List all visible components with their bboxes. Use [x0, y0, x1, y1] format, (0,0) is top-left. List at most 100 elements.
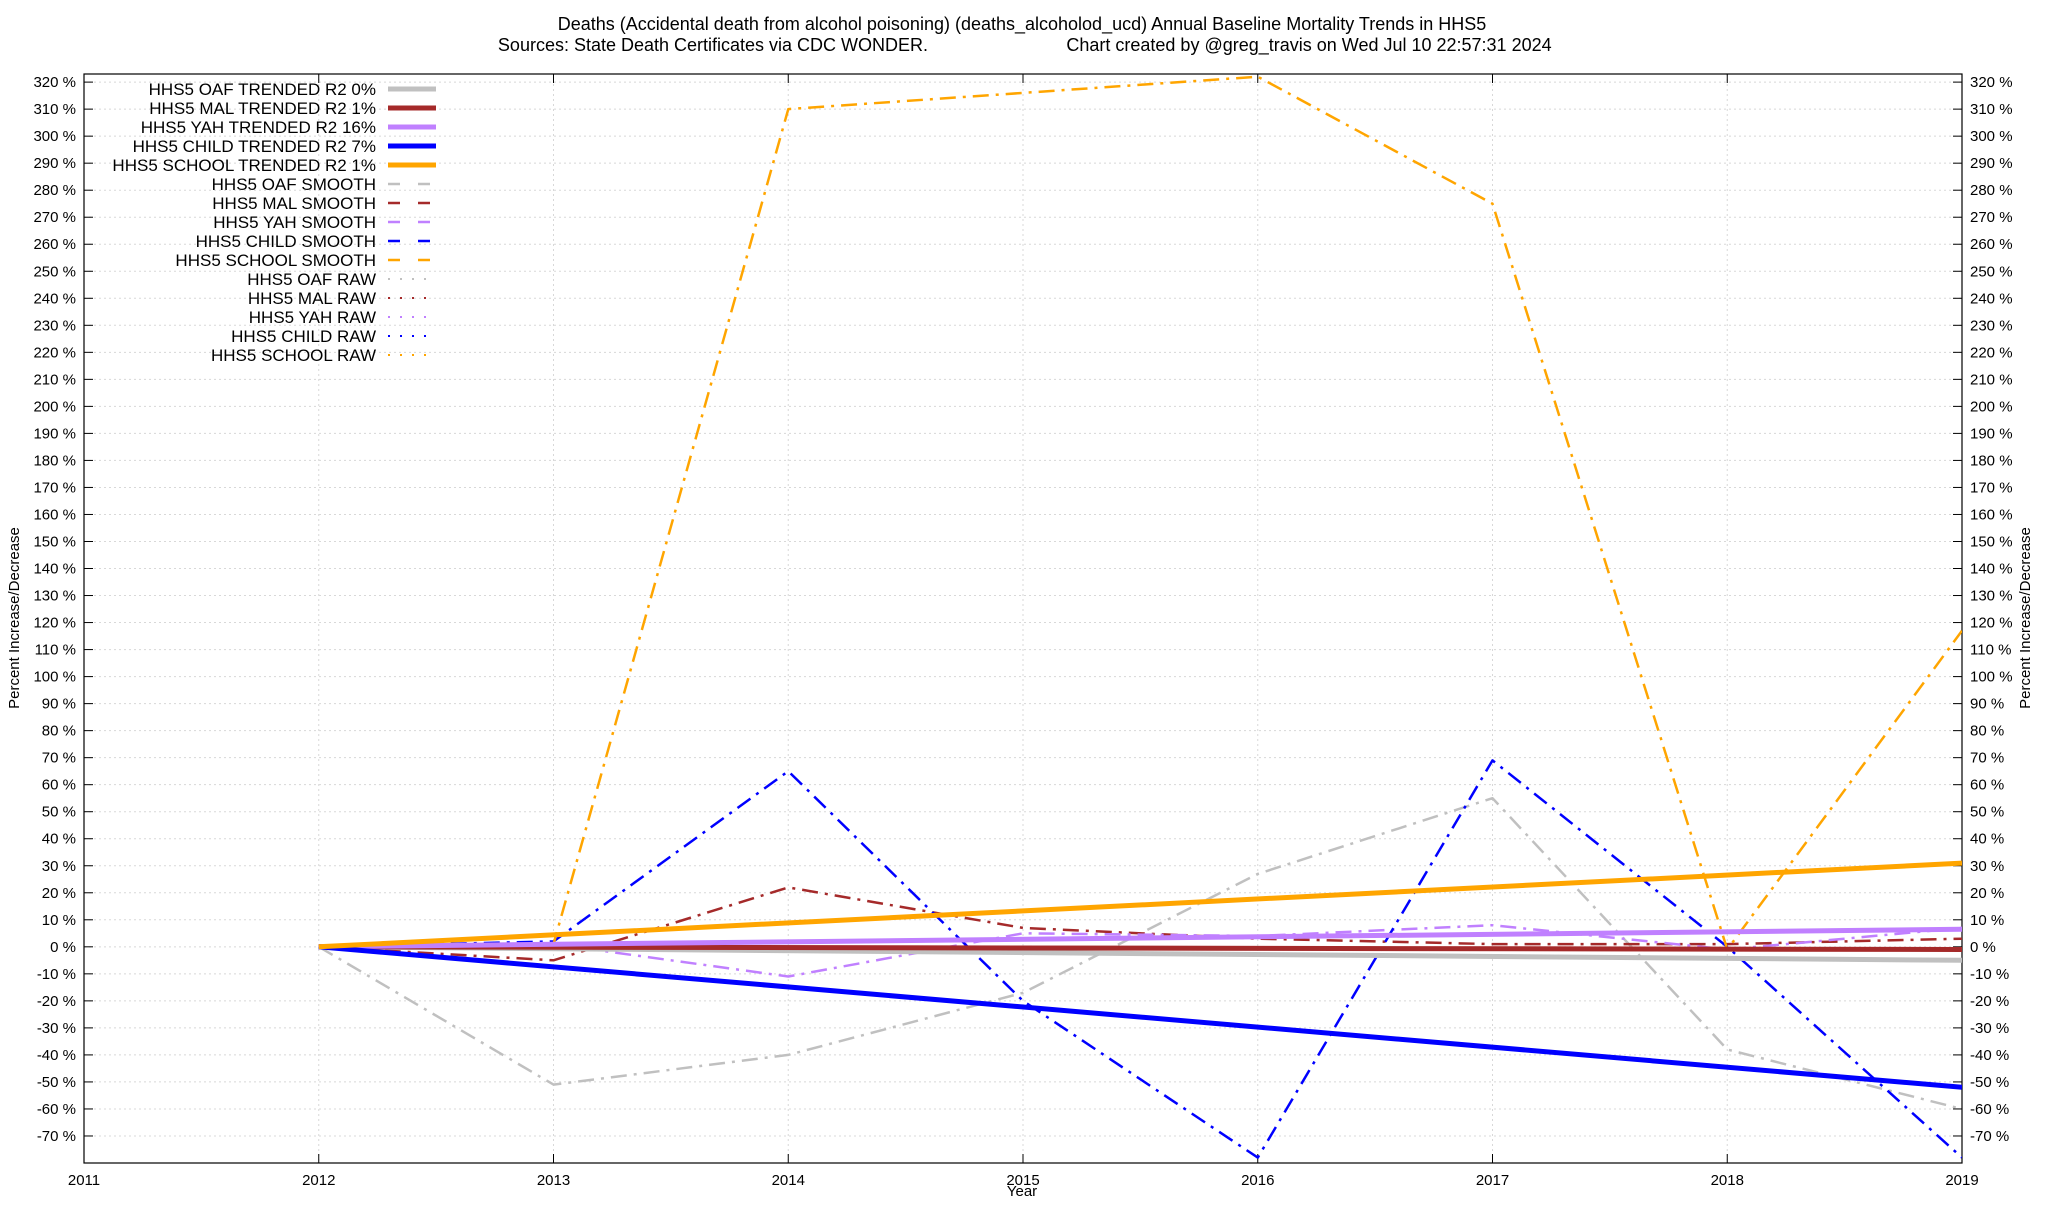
y-tick-label-left: 50 % [42, 804, 76, 821]
legend-label: HHS5 CHILD SMOOTH [196, 232, 376, 251]
y-tick-label-right: -30 % [1970, 1020, 2009, 1037]
y-tick-label-right: 200 % [1970, 398, 2013, 415]
y-tick-label-right: 20 % [1970, 885, 2004, 902]
y-tick-label-left: 200 % [33, 398, 76, 415]
legend-label: HHS5 MAL RAW [248, 289, 376, 308]
y-tick-label-left: -70 % [37, 1128, 76, 1145]
y-tick-label-left: -10 % [37, 966, 76, 983]
y-tick-label-right: 240 % [1970, 290, 2013, 307]
y-tick-label-right: 10 % [1970, 912, 2004, 929]
y-tick-label-left: 310 % [33, 101, 76, 118]
legend: HHS5 OAF TRENDED R2 0%HHS5 MAL TRENDED R… [112, 80, 436, 365]
y-tick-label-left: 230 % [33, 317, 76, 334]
y-tick-label-left: 140 % [33, 561, 76, 578]
y-tick-label-left: 10 % [42, 912, 76, 929]
y-tick-label-right: -70 % [1970, 1128, 2009, 1145]
y-tick-label-left: -50 % [37, 1074, 76, 1091]
y-tick-label-right: 260 % [1970, 236, 2013, 253]
y-tick-label-left: 70 % [42, 750, 76, 767]
chart-title-sources: Sources: State Death Certificates via CD… [498, 35, 928, 55]
chart-title-line1: Deaths (Accidental death from alcohol po… [558, 14, 1487, 35]
y-tick-label-right: 0 % [1970, 939, 1996, 956]
chart-title-credit: Chart created by @greg_travis on Wed Jul… [1066, 35, 1551, 56]
series-hhs5-child-trended-r2-7 [318, 944, 1962, 1090]
legend-label: HHS5 OAF RAW [247, 270, 376, 289]
y-tick-label-right: 60 % [1970, 777, 2004, 794]
series-hhs5-child-smooth [318, 759, 1962, 1159]
y-tick-label-right: 50 % [1970, 804, 2004, 821]
y-tick-label-left: 190 % [33, 425, 76, 442]
y-tick-label-left: 220 % [33, 344, 76, 361]
series-layer [318, 75, 1962, 1159]
y-tick-label-left: 180 % [33, 452, 76, 469]
y-tick-label-right: 40 % [1970, 831, 2004, 848]
y-tick-label-left: -30 % [37, 1020, 76, 1037]
y-tick-label-right: 180 % [1970, 452, 2013, 469]
y-tick-label-left: 0 % [50, 939, 76, 956]
y-tick-label-right: -50 % [1970, 1074, 2009, 1091]
y-tick-label-right: 80 % [1970, 723, 2004, 740]
legend-label: HHS5 MAL TRENDED R2 1% [149, 99, 376, 118]
x-tick-label: 2014 [772, 1172, 805, 1189]
y-tick-label-left: 100 % [33, 669, 76, 686]
legend-label: HHS5 OAF TRENDED R2 0% [149, 80, 376, 99]
y-tick-label-left: 20 % [42, 885, 76, 902]
legend-label: HHS5 YAH TRENDED R2 16% [141, 118, 376, 137]
y-tick-label-right: 230 % [1970, 317, 2013, 334]
x-tick-label: 2015 [1006, 1172, 1039, 1189]
legend-label: HHS5 CHILD RAW [231, 327, 376, 346]
y-tick-label-left: 120 % [33, 615, 76, 632]
series-hhs5-yah-trended-r2-16 [318, 926, 1962, 950]
y-tick-label-right: -40 % [1970, 1047, 2009, 1064]
x-tick-label: 2012 [302, 1172, 335, 1189]
y-tick-label-left: 260 % [33, 236, 76, 253]
y-tick-label-right: 140 % [1970, 561, 2013, 578]
y-tick-label-right: -60 % [1970, 1101, 2009, 1118]
y-tick-label-right: 120 % [1970, 615, 2013, 632]
y-tick-label-right: 220 % [1970, 344, 2013, 361]
y-tick-label-left: 80 % [42, 723, 76, 740]
legend-label: HHS5 CHILD TRENDED R2 7% [133, 137, 376, 156]
y-tick-label-right: -10 % [1970, 966, 2009, 983]
y-tick-label-right: 150 % [1970, 533, 2013, 550]
x-tick-label: 2013 [537, 1172, 570, 1189]
legend-label: HHS5 SCHOOL SMOOTH [175, 251, 376, 270]
y-tick-label-left: 290 % [33, 155, 76, 172]
y-tick-label-right: 130 % [1970, 588, 2013, 605]
y-tick-label-left: 300 % [33, 128, 76, 145]
y-tick-label-left: 150 % [33, 533, 76, 550]
legend-label: HHS5 YAH RAW [249, 308, 376, 327]
y-tick-label-left: 130 % [33, 588, 76, 605]
y-tick-label-right: 320 % [1970, 74, 2013, 91]
y-tick-label-right: 310 % [1970, 101, 2013, 118]
legend-label: HHS5 SCHOOL RAW [211, 346, 376, 365]
y-tick-label-left: -20 % [37, 993, 76, 1010]
legend-label: HHS5 MAL SMOOTH [212, 194, 376, 213]
y-tick-label-left: 210 % [33, 371, 76, 388]
legend-label: HHS5 OAF SMOOTH [212, 175, 376, 194]
ticks-layer: 320 % 320 % 310 % 310 % 300 % 300 % 290 % 290 %… [33, 74, 2013, 1189]
y-tick-label-left: -40 % [37, 1047, 76, 1064]
y-tick-label-right: 170 % [1970, 479, 2013, 496]
y-tick-label-right: 70 % [1970, 750, 2004, 767]
y-tick-label-left: 240 % [33, 290, 76, 307]
y-tick-label-right: 250 % [1970, 263, 2013, 280]
y-tick-label-left: 280 % [33, 182, 76, 199]
legend-label: HHS5 YAH SMOOTH [213, 213, 376, 232]
y-tick-label-right: 210 % [1970, 371, 2013, 388]
y-tick-label-left: 170 % [33, 479, 76, 496]
y-tick-label-left: -60 % [37, 1101, 76, 1118]
y-tick-label-left: 30 % [42, 858, 76, 875]
y-tick-label-right: 270 % [1970, 209, 2013, 226]
y-tick-label-left: 110 % [35, 642, 76, 659]
x-tick-label: 2011 [68, 1172, 100, 1189]
y-tick-label-right: -20 % [1970, 993, 2009, 1010]
series-hhs5-school-trended-r2-1 [318, 860, 1962, 950]
y-tick-label-left: 270 % [33, 209, 76, 226]
y-tick-label-left: 160 % [33, 506, 76, 523]
y-tick-label-left: 320 % [33, 74, 76, 91]
x-tick-label: 2016 [1241, 1172, 1274, 1189]
y-axis-title-right: Percent Increase/Decrease [2017, 527, 2034, 709]
y-tick-label-right: 110 % [1970, 642, 2011, 659]
y-tick-label-right: 190 % [1970, 425, 2013, 442]
